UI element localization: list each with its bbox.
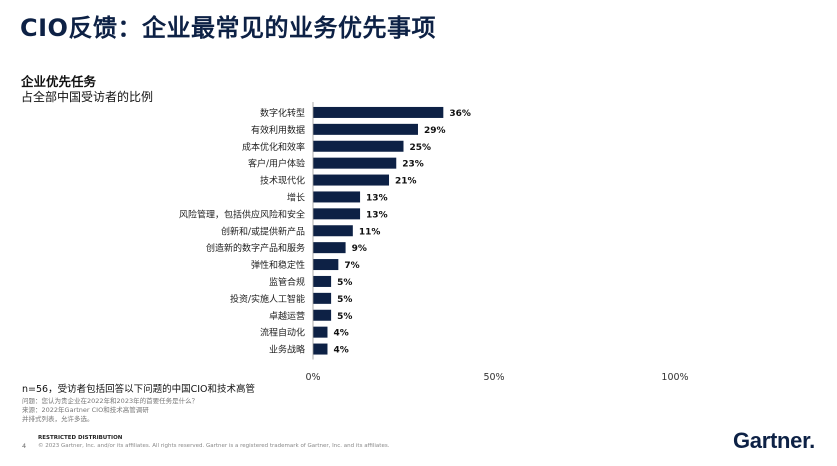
category-label: 风险管理，包括供应风险和安全 (179, 208, 305, 220)
gartner-logo: Gartner. (733, 428, 815, 453)
bar (313, 275, 332, 287)
bar (313, 157, 397, 169)
value-label: 13% (366, 193, 388, 203)
value-label: 4% (333, 329, 348, 339)
copyright-text: © 2023 Gartner, Inc. and/or its affiliat… (38, 443, 390, 449)
chart-subtitle-2: 占全部中国受访者的比例 (21, 90, 154, 104)
x-tick-label: 50% (483, 372, 504, 383)
category-label: 流程自动化 (260, 327, 305, 339)
bar (313, 123, 418, 135)
category-label: 技术现代化 (260, 175, 305, 187)
page-number: 4 (22, 442, 27, 450)
chart-subtitle: 企业优先任务 (21, 74, 97, 89)
footnote-note: 并排式列表，允许多选。 (22, 415, 94, 423)
category-label: 弹性和稳定性 (251, 259, 305, 271)
value-label: 36% (449, 109, 471, 119)
bar (313, 343, 328, 355)
bar (313, 140, 404, 152)
footnote-question: 问题：您认为贵企业在2022年和2023年的首要任务是什么？ (22, 397, 199, 405)
category-label: 数字化转型 (260, 107, 305, 119)
category-label: 业务战略 (269, 344, 305, 356)
value-label: 23% (402, 160, 424, 170)
bar (313, 326, 328, 338)
category-label: 监管合规 (269, 276, 305, 288)
value-label: 5% (337, 278, 352, 288)
bar (313, 208, 361, 220)
category-label: 创新和/或提供新产品 (221, 225, 305, 237)
restricted-label: RESTRICTED DISTRIBUTION (38, 435, 123, 441)
category-label: 客户/用户体验 (248, 158, 305, 170)
value-label: 9% (352, 244, 367, 254)
bar (313, 191, 361, 203)
category-label: 创造新的数字产品和服务 (206, 242, 305, 254)
value-label: 5% (337, 295, 352, 305)
bar (313, 242, 346, 254)
footnote-source: 来源：2022年Gartner CIO和技术高管调研 (22, 406, 149, 414)
bar (313, 106, 444, 118)
bar (313, 309, 332, 321)
value-label: 5% (337, 312, 352, 322)
x-tick-label: 100% (661, 372, 688, 383)
category-label: 有效利用数据 (251, 124, 305, 136)
value-label: 21% (395, 177, 417, 187)
value-label: 29% (424, 126, 446, 136)
slide-title: CIO反馈：企业最常见的业务优先事项 (20, 14, 436, 42)
x-tick-label: 0% (305, 372, 320, 383)
value-label: 11% (359, 227, 381, 237)
value-label: 7% (344, 261, 359, 271)
value-label: 4% (333, 346, 348, 356)
bar (313, 174, 390, 186)
bar (313, 259, 339, 271)
category-label: 增长 (287, 191, 305, 203)
category-label: 卓越运营 (269, 310, 305, 322)
category-label: 投资/实施人工智能 (230, 293, 305, 305)
footnote-sample: n=56，受访者包括回答以下问题的中国CIO和技术高管 (22, 384, 255, 395)
value-label: 13% (366, 210, 388, 220)
value-label: 25% (410, 143, 432, 153)
bar (313, 292, 332, 304)
category-label: 成本优化和效率 (242, 141, 305, 153)
bar (313, 225, 353, 237)
